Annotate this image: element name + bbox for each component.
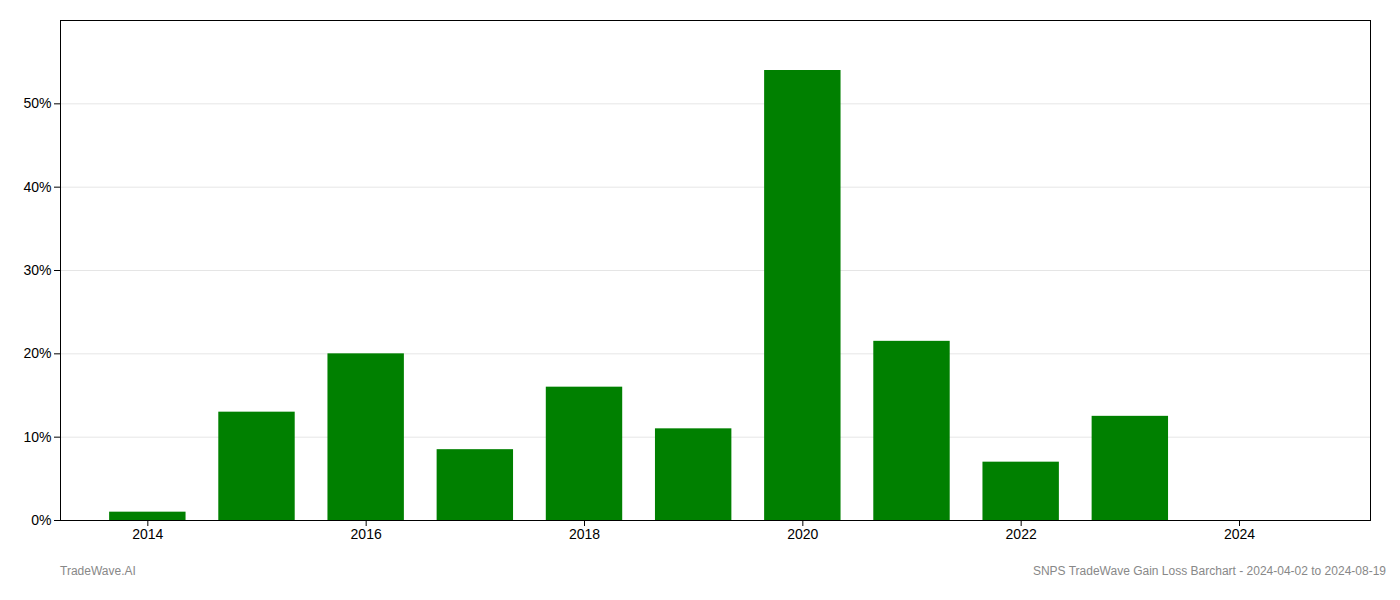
svg-text:30%: 30% — [23, 262, 51, 278]
svg-text:10%: 10% — [23, 429, 51, 445]
svg-text:2018: 2018 — [569, 526, 600, 542]
svg-text:0%: 0% — [31, 512, 51, 528]
svg-text:50%: 50% — [23, 95, 51, 111]
svg-text:40%: 40% — [23, 179, 51, 195]
svg-text:2016: 2016 — [351, 526, 382, 542]
svg-text:2014: 2014 — [132, 526, 163, 542]
svg-text:2024: 2024 — [1224, 526, 1255, 542]
svg-text:2022: 2022 — [1006, 526, 1037, 542]
html-text:SNPS TradeWave Gain Loss Barch: SNPS TradeWave Gain Loss Barchart - 2024… — [1032, 564, 1386, 578]
svg-text:2020: 2020 — [787, 526, 818, 542]
svg-text:20%: 20% — [23, 345, 51, 361]
html-text:TradeWave.AI: TradeWave.AI — [60, 564, 136, 578]
